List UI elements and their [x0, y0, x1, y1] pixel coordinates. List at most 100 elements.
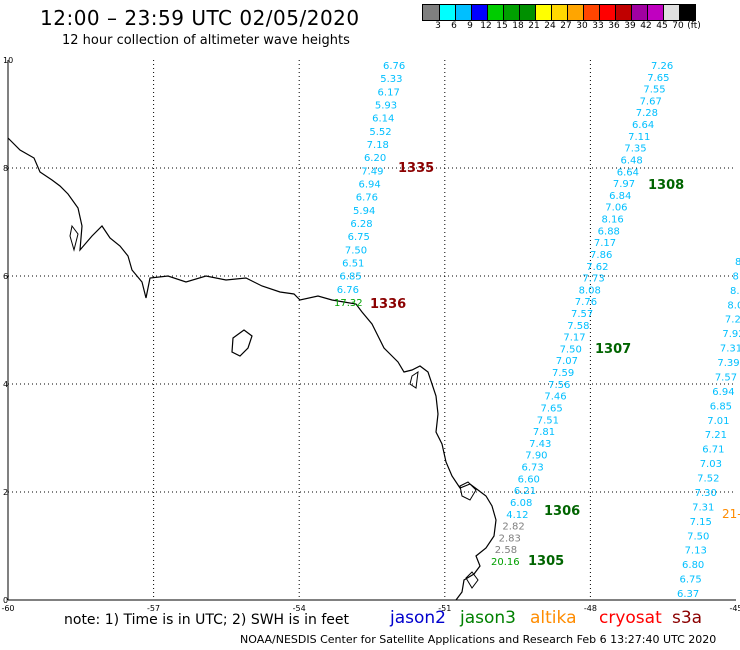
wave-height-label: 7.62 [586, 262, 608, 273]
wave-height-label: 7.35 [624, 144, 646, 155]
lat-tick-label: 6 [3, 272, 8, 281]
legend-label: 42 [640, 21, 652, 31]
wave-height-label: 7.17 [563, 333, 585, 344]
legend-label: 33 [592, 21, 604, 31]
lon-tick-label: -57 [147, 604, 160, 613]
wave-height-label: 6.37 [677, 589, 699, 600]
wave-height-label: 5.52 [369, 127, 391, 138]
wave-height-label: 8 [732, 271, 738, 282]
wave-height-label: 7.86 [590, 250, 612, 261]
wave-height-label: 7.31 [692, 502, 714, 513]
wave-height-label: 8.0 [727, 300, 740, 311]
wave-height-label: 6.71 [702, 445, 724, 456]
wave-height-label: 7.58 [567, 321, 589, 332]
legend-label: 3 [435, 21, 441, 31]
wave-height-label: 7.73 [582, 274, 604, 285]
wave-height-label: 6.64 [632, 120, 654, 131]
wave-height-label: 7.07 [556, 356, 578, 367]
wave-height-label: 6.76 [337, 285, 359, 296]
wave-height-label: 6.85 [339, 272, 361, 283]
legend-swatch [535, 5, 551, 20]
legend-swatch [487, 5, 503, 20]
wave-height-label: 7.81 [533, 427, 555, 438]
wave-height-label: 8.0 [730, 286, 740, 297]
wave-height-label: 6.84 [609, 191, 631, 202]
satellite-name-cryosat: cryosat [599, 608, 662, 628]
wave-height-label: 7.49 [361, 166, 383, 177]
lat-lon-grid [8, 60, 736, 600]
pass-number-label: 1307 [595, 342, 631, 357]
wave-height-label: 7.26 [651, 61, 673, 72]
wave-height-label: 7.52 [697, 474, 719, 485]
wave-height-label: 6.48 [621, 155, 643, 166]
map-title: 12:00 – 23:59 UTC 02/05/2020 [40, 6, 360, 30]
wave-height-label: 7.21 [705, 430, 727, 441]
wave-height-label: 21- [722, 507, 740, 521]
wave-height-label: 7.55 [643, 85, 665, 96]
wave-height-label: 7.50 [687, 531, 709, 542]
wave-height-label: 7.13 [685, 546, 707, 557]
wave-height-label: 8.16 [601, 215, 623, 226]
legend-swatch [647, 5, 663, 20]
legend-label: 6 [451, 21, 457, 31]
wave-height-label: 6.76 [356, 193, 378, 204]
wave-height-label: 7.43 [529, 439, 551, 450]
lat-tick-label: 0 [3, 596, 8, 605]
satellite-name-s3a: s3a [672, 608, 703, 628]
legend-label: 30 [576, 21, 588, 31]
legend-swatch [503, 5, 519, 20]
legend-label: 15 [496, 21, 508, 31]
lon-tick-label: -51 [438, 604, 451, 613]
wave-height-label: 6.75 [680, 575, 702, 586]
legend-swatch [519, 5, 535, 20]
wave-height-label: 7.50 [560, 344, 582, 355]
wave-height-label: 7.15 [690, 517, 712, 528]
wave-height-label: 5.33 [380, 74, 402, 85]
wave-height-label: 7.90 [525, 451, 547, 462]
wave-height-label: 7.39 [717, 358, 739, 369]
satellite-name-jason2: jason2 [390, 608, 446, 628]
wave-height-label: 7.31 [720, 344, 740, 355]
legend-label: 70 [672, 21, 684, 31]
legend-swatch [567, 5, 583, 20]
legend-label: 21 [528, 21, 540, 31]
wave-height-label: 6.94 [359, 180, 381, 191]
pass-labels: 1335 1336 1308 1307 1306 1305 [370, 161, 684, 569]
legend-label: (ft) [687, 21, 701, 31]
island-outline [459, 481, 477, 501]
wave-height-label: 6.28 [350, 219, 372, 230]
coastline-path [7, 137, 497, 601]
wave-height-label: 6.60 [518, 474, 540, 485]
wave-height-label: 7.17 [594, 238, 616, 249]
legend-label: 24 [544, 21, 556, 31]
legend-swatch [663, 5, 679, 20]
legend-swatch [615, 5, 631, 20]
pass-number-label: 1306 [544, 504, 580, 519]
island-outline [465, 571, 479, 589]
lat-tick-label: 4 [3, 380, 8, 389]
legend-swatch [423, 5, 439, 20]
satellite-name-jason3: jason3 [460, 608, 516, 628]
wave-height-label: 6.21 [514, 486, 536, 497]
wave-height-label: 8.08 [579, 285, 601, 296]
pass-number-label: 1336 [370, 297, 406, 312]
wave-height-label: 5.94 [353, 206, 375, 217]
wave-height-tracks: 6.76 5.33 6.17 5.93 6.14 5.52 7.18 6.20 7.49 6.94… [334, 61, 740, 600]
wave-height-label: 7.97 [613, 179, 635, 190]
legend-swatch [631, 5, 647, 20]
wave-height-label: 7.65 [541, 403, 563, 414]
wave-height-label: 17.32 [334, 298, 363, 309]
legend-swatch [583, 5, 599, 20]
pass-number-label: 1305 [528, 554, 564, 569]
map-subtitle: 12 hour collection of altimeter wave hei… [62, 33, 350, 48]
wave-height-label: 6.75 [348, 232, 370, 243]
wave-height-label: 6.20 [364, 153, 386, 164]
wave-height-label: 7.67 [640, 96, 662, 107]
wave-height-label: 7.03 [700, 459, 722, 470]
wave-height-label: 7.57 [715, 372, 737, 383]
wave-height-label: 6.73 [521, 463, 543, 474]
wave-height-label: 7.76 [575, 297, 597, 308]
legend-label: 36 [608, 21, 620, 31]
wave-height-label: 7.30 [695, 488, 717, 499]
